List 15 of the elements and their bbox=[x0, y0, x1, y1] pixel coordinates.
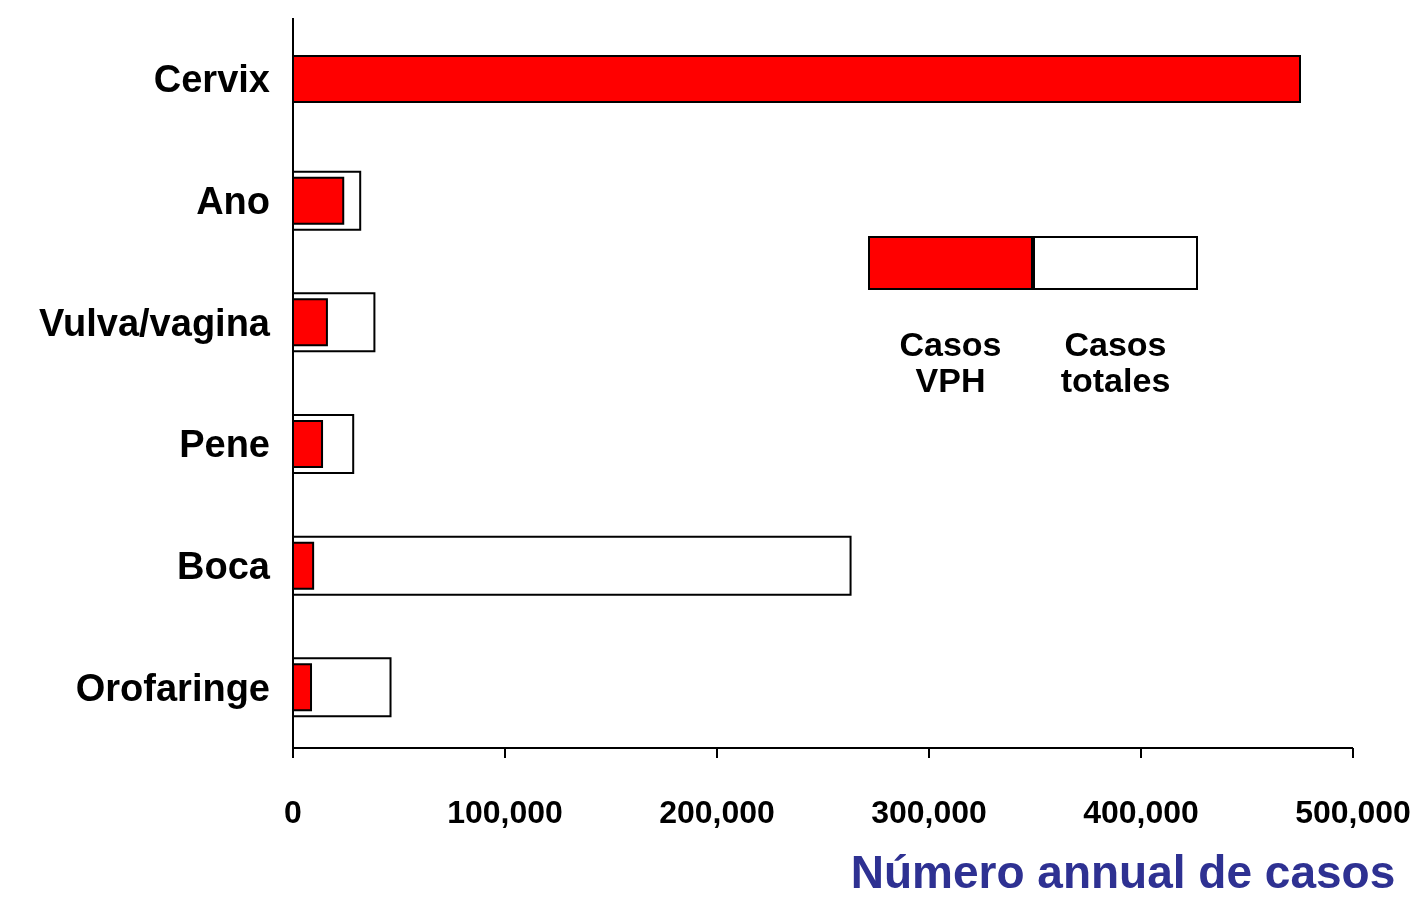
x-tick-label: 400,000 bbox=[1083, 793, 1199, 830]
y-tick-label: Pene bbox=[179, 423, 270, 466]
y-tick-label: Orofaringe bbox=[75, 666, 270, 709]
x-tick-label: 500,000 bbox=[1295, 793, 1411, 830]
x-tick-label: 100,000 bbox=[447, 793, 563, 830]
y-tick-label: Ano bbox=[196, 179, 270, 222]
x-tick-label: 0 bbox=[284, 793, 302, 830]
x-axis-title: Número annual de casos bbox=[850, 846, 1396, 898]
y-tick-label: Vulva/vagina bbox=[39, 301, 271, 344]
x-tick-label: 300,000 bbox=[871, 793, 987, 830]
legend-label: Casos totales bbox=[1059, 325, 1172, 399]
y-tick-label: Boca bbox=[177, 544, 271, 587]
x-tick-label: 200,000 bbox=[659, 793, 775, 830]
y-tick-label: Cervix bbox=[153, 58, 270, 101]
legend-label: Casos VPH bbox=[898, 325, 1003, 399]
